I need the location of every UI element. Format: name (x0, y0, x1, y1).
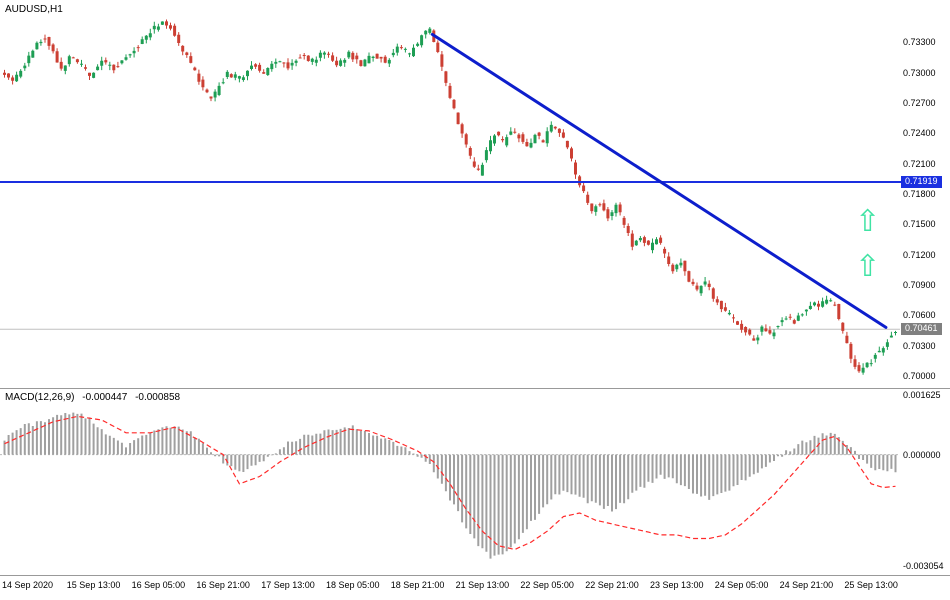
current-price-badge: 0.70461 (901, 323, 942, 336)
price-tick-label: 0.72100 (903, 158, 936, 169)
macd-signal-line (4, 415, 896, 551)
price-tick-label: 0.72700 (903, 98, 936, 109)
time-tick-label: 24 Sep 21:00 (779, 580, 834, 590)
hline-price-badge: 0.71919 (901, 175, 942, 188)
price-tick-label: 0.73000 (903, 67, 936, 78)
time-tick-label: 15 Sep 13:00 (66, 580, 121, 590)
time-tick-label: 22 Sep 05:00 (520, 580, 574, 590)
price-tick-label: 0.71800 (903, 189, 936, 199)
time-tick-label: 16 Sep 05:00 (131, 580, 186, 590)
time-tick-label: 18 Sep 21:00 (390, 580, 445, 590)
price-tick-label: 0.72400 (903, 128, 936, 139)
macd-main-value: -0.000447 (82, 392, 128, 403)
macd-indicator-label: MACD(12,26,9) -0.000447 -0.000858 (5, 392, 185, 403)
price-tick-label: 0.70600 (903, 310, 936, 321)
price-tick-label: 0.71500 (903, 219, 936, 230)
price-tick-label: 0.73300 (903, 37, 936, 48)
price-tick-label: 0.70300 (903, 340, 936, 351)
macd-histogram (3, 412, 897, 559)
macd-signal-value: -0.000858 (135, 392, 181, 403)
price-tick-label: 0.70000 (903, 370, 936, 381)
up-candle-bodies (15, 21, 898, 373)
time-tick-label: 17 Sep 13:00 (261, 580, 315, 590)
time-tick-label: 18 Sep 05:00 (326, 580, 380, 590)
time-tick-label: 25 Sep 13:00 (844, 580, 898, 590)
down-candle-wicks (4, 19, 860, 373)
price-tick-label: 0.70900 (903, 279, 936, 290)
up-candle-wicks (16, 21, 896, 375)
down-candle-bodies (3, 21, 861, 372)
price-tick-label: 0.71200 (903, 249, 936, 260)
macd-name-label: MACD(12,26,9) (5, 392, 75, 403)
macd-tick-label: -0.003054 (903, 561, 944, 572)
time-tick-label: 21 Sep 13:00 (455, 580, 510, 590)
up-arrow-icon[interactable]: ⇧ (855, 248, 881, 284)
time-tick-label: 16 Sep 21:00 (196, 580, 250, 590)
time-tick-label: 14 Sep 2020 (2, 580, 54, 590)
up-arrow-icon[interactable]: ⇧ (855, 204, 881, 240)
time-tick-label: 24 Sep 05:00 (714, 580, 769, 590)
time-tick-label: 22 Sep 21:00 (585, 580, 639, 590)
time-tick-label: 23 Sep 13:00 (650, 580, 704, 590)
macd-tick-label: 0.001625 (903, 390, 941, 401)
macd-tick-label: 0.000000 (903, 449, 941, 460)
symbol-timeframe-label: AUDUSD,H1 (5, 4, 63, 15)
descending-trendline[interactable] (430, 32, 888, 329)
